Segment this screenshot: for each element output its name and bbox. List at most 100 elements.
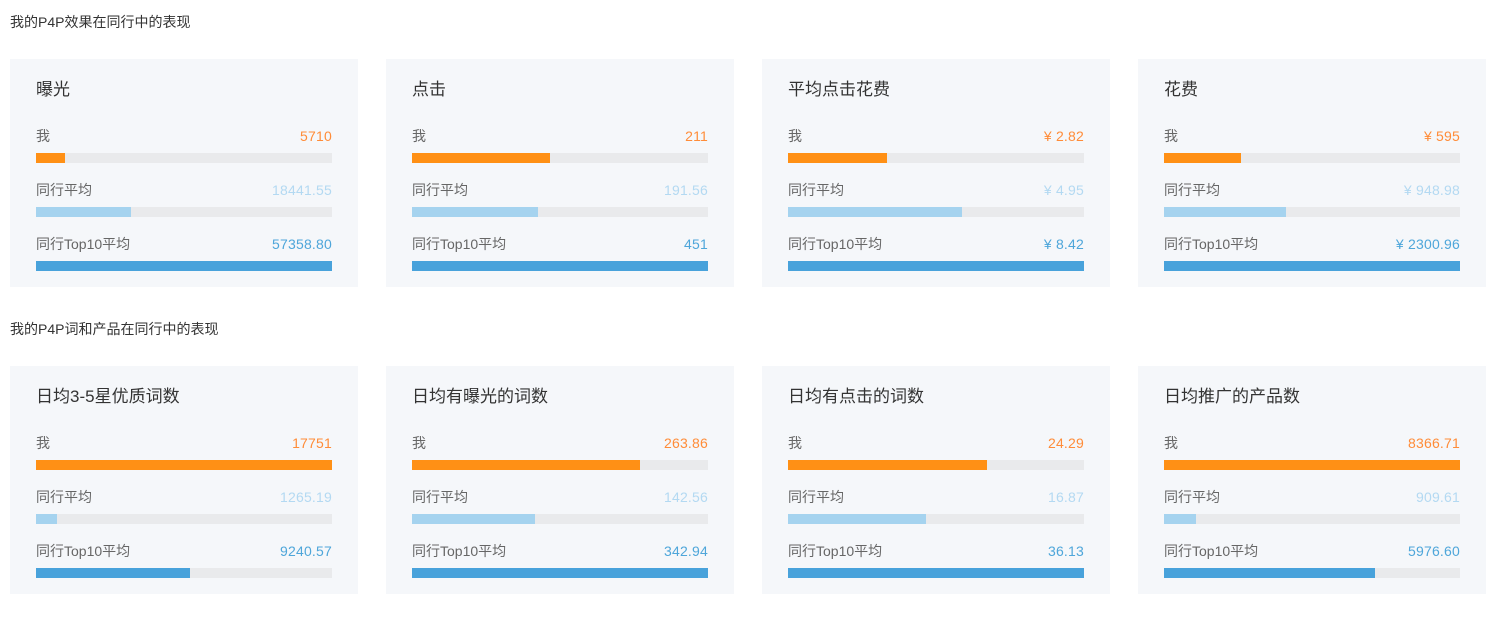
metric-bar-track [412, 568, 708, 578]
metric-bar-fill [412, 153, 551, 163]
metric-head: 同行Top10平均 36.13 [788, 542, 1084, 560]
section: 我的P4P词和产品在同行中的表现 日均3-5星优质词数 我 17751 同行平均… [10, 321, 1486, 594]
metric-row: 我 211 [412, 127, 708, 163]
metric-head: 同行Top10平均 451 [412, 235, 708, 253]
metric-value: ¥ 2300.96 [1395, 236, 1460, 252]
card-title: 日均有点击的词数 [788, 387, 924, 406]
metric-bar-fill [1164, 460, 1460, 470]
metric-head: 我 17751 [36, 434, 332, 452]
metric-bar-fill [788, 153, 888, 163]
metric-head: 同行平均 16.87 [788, 488, 1084, 506]
metric-value: 342.94 [663, 543, 708, 559]
metric-list: 我 211 同行平均 191.56 同行Top10平均 451 [412, 127, 708, 271]
metric-label: 同行平均 [1164, 489, 1220, 505]
metric-bar-track [412, 153, 708, 163]
metric-list: 我 24.29 同行平均 16.87 同行Top10平均 36.13 [788, 434, 1084, 578]
metric-label: 我 [36, 128, 50, 144]
metric-card: 花费 我 ¥ 595 同行平均 ¥ 948.98 同行Top10平均 ¥ 230… [1138, 59, 1486, 287]
metric-value: 16.87 [1047, 489, 1084, 505]
metric-bar-fill [788, 460, 987, 470]
metric-label: 我 [412, 435, 426, 451]
cards-row: 曝光 我 5710 同行平均 18441.55 同行Top10平均 57358.… [10, 59, 1486, 287]
metric-head: 我 ¥ 2.82 [788, 127, 1084, 145]
metric-bar-track [1164, 568, 1460, 578]
metric-head: 同行平均 191.56 [412, 181, 708, 199]
metric-label: 同行平均 [412, 182, 468, 198]
metric-bar-track [36, 261, 332, 271]
metric-head: 同行Top10平均 9240.57 [36, 542, 332, 560]
metric-value: 5976.60 [1407, 543, 1460, 559]
metric-value: 36.13 [1047, 543, 1084, 559]
metric-card: 日均有曝光的词数 我 263.86 同行平均 142.56 同行Top10平均 … [386, 366, 734, 594]
card-title: 平均点击花费 [788, 80, 890, 99]
metric-value: 191.56 [663, 182, 708, 198]
metric-bar-track [412, 460, 708, 470]
metric-label: 同行Top10平均 [788, 236, 883, 252]
metric-row: 同行Top10平均 342.94 [412, 542, 708, 578]
metric-bar-track [788, 207, 1084, 217]
metric-bar-fill [412, 514, 536, 524]
metric-head: 同行平均 909.61 [1164, 488, 1460, 506]
metric-value: ¥ 8.42 [1043, 236, 1084, 252]
cards-row: 日均3-5星优质词数 我 17751 同行平均 1265.19 同行Top10平… [10, 366, 1486, 594]
metric-bar-track [1164, 460, 1460, 470]
metric-head: 同行Top10平均 5976.60 [1164, 542, 1460, 560]
metric-bar-fill [788, 207, 963, 217]
metric-bar-fill [36, 207, 132, 217]
metric-head: 同行Top10平均 ¥ 2300.96 [1164, 235, 1460, 253]
metric-bar-track [412, 261, 708, 271]
metric-bar-fill [36, 460, 332, 470]
card-title: 日均推广的产品数 [1164, 387, 1300, 406]
metric-value: ¥ 948.98 [1403, 182, 1460, 198]
metric-value: ¥ 2.82 [1043, 128, 1084, 144]
metric-bar-track [788, 514, 1084, 524]
metric-value: 17751 [292, 435, 332, 451]
metric-label: 同行Top10平均 [36, 543, 131, 559]
metric-label: 同行平均 [36, 182, 92, 198]
metric-bar-fill [412, 460, 640, 470]
metric-head: 同行Top10平均 57358.80 [36, 235, 332, 253]
metric-list: 我 17751 同行平均 1265.19 同行Top10平均 9240.57 [36, 434, 332, 578]
metric-row: 我 263.86 [412, 434, 708, 470]
card-title: 点击 [412, 80, 446, 99]
card-title: 花费 [1164, 80, 1198, 99]
metric-bar-fill [412, 207, 538, 217]
metric-bar-fill [1164, 153, 1241, 163]
metric-value: 18441.55 [272, 182, 332, 198]
metric-label: 同行平均 [788, 489, 844, 505]
metric-list: 我 ¥ 2.82 同行平均 ¥ 4.95 同行Top10平均 ¥ 8.42 [788, 127, 1084, 271]
metric-label: 我 [1164, 435, 1178, 451]
metric-bar-track [36, 207, 332, 217]
metric-row: 同行Top10平均 ¥ 2300.96 [1164, 235, 1460, 271]
metric-row: 同行平均 ¥ 4.95 [788, 181, 1084, 217]
metric-head: 我 ¥ 595 [1164, 127, 1460, 145]
metric-value: 57358.80 [272, 236, 332, 252]
metric-row: 我 24.29 [788, 434, 1084, 470]
metric-bar-fill [788, 568, 1084, 578]
metric-card: 曝光 我 5710 同行平均 18441.55 同行Top10平均 57358.… [10, 59, 358, 287]
metric-label: 我 [412, 128, 426, 144]
metric-value: 9240.57 [279, 543, 332, 559]
metric-row: 同行Top10平均 5976.60 [1164, 542, 1460, 578]
metric-list: 我 5710 同行平均 18441.55 同行Top10平均 57358.80 [36, 127, 332, 271]
metric-value: 5710 [300, 128, 332, 144]
metric-label: 我 [36, 435, 50, 451]
metric-row: 同行Top10平均 451 [412, 235, 708, 271]
metric-label: 同行Top10平均 [412, 236, 507, 252]
metric-label: 同行平均 [788, 182, 844, 198]
metric-bar-track [412, 514, 708, 524]
metric-bar-fill [1164, 207, 1287, 217]
metric-label: 同行平均 [36, 489, 92, 505]
metric-value: 451 [684, 236, 708, 252]
metric-bar-fill [36, 153, 66, 163]
metric-list: 我 263.86 同行平均 142.56 同行Top10平均 342.94 [412, 434, 708, 578]
metric-bar-fill [412, 568, 708, 578]
metric-head: 同行平均 ¥ 948.98 [1164, 181, 1460, 199]
card-title: 日均3-5星优质词数 [36, 387, 180, 406]
metric-bar-track [788, 568, 1084, 578]
metric-label: 同行Top10平均 [1164, 543, 1259, 559]
metric-label: 同行平均 [1164, 182, 1220, 198]
metric-row: 同行平均 ¥ 948.98 [1164, 181, 1460, 217]
metric-row: 同行Top10平均 ¥ 8.42 [788, 235, 1084, 271]
metric-bar-track [1164, 207, 1460, 217]
